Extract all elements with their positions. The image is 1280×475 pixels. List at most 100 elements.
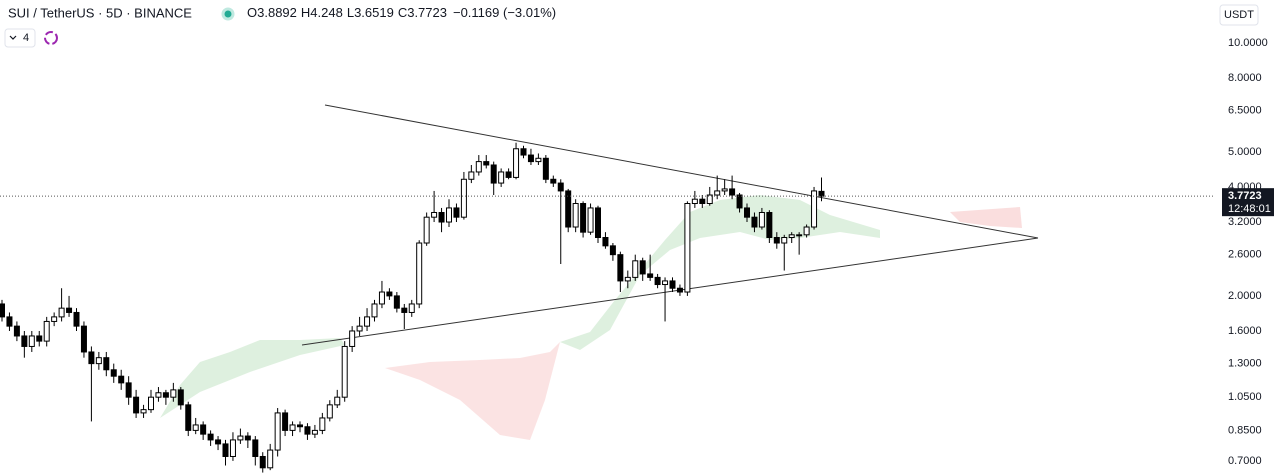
candle-body: [423, 216, 430, 244]
ohlc-legend: O3.8892 H4.248 L3.6519 C3.7723 −0.1169 (−3.0…: [247, 5, 556, 20]
value: 3.6519: [354, 5, 394, 20]
trendline: [324, 104, 1039, 239]
y-tick-label: 3.2000: [1228, 216, 1262, 228]
candle-body: [751, 216, 758, 228]
candle-body: [542, 157, 549, 180]
candle-body: [304, 426, 311, 435]
candle-body: [401, 307, 408, 313]
candle-body: [95, 357, 102, 365]
candle-body: [565, 190, 572, 228]
candle-body: [51, 316, 58, 322]
candle-body: [408, 303, 415, 313]
chart-title: SUI / TetherUS · 5D · BINANCE: [8, 5, 192, 20]
loading-icon: [44, 31, 58, 45]
candle-body: [170, 389, 177, 398]
candle-body: [297, 424, 303, 428]
candle-body: [468, 171, 475, 180]
candle-body: [639, 260, 646, 275]
candle-body: [0, 303, 5, 318]
candle-body: [386, 291, 393, 297]
label: O: [247, 5, 257, 20]
candle-body: [28, 335, 35, 347]
candle-body: [818, 190, 825, 197]
candle-body: [624, 276, 631, 282]
cloud-red: [950, 207, 1022, 228]
trendline: [301, 237, 1039, 346]
y-tick-label: 2.6000: [1228, 249, 1262, 261]
candle-body: [192, 424, 199, 431]
candle-body: [133, 396, 140, 414]
candle-body: [699, 198, 706, 205]
cloud-red: [385, 342, 560, 440]
candle-body: [319, 417, 326, 431]
candle-body: [215, 439, 222, 445]
candle-body: [535, 157, 542, 163]
candle-body: [311, 429, 318, 435]
candle-body: [162, 392, 169, 398]
indicator-toggle[interactable]: [4, 28, 36, 48]
label: L: [347, 5, 354, 20]
indicator-count: 4: [23, 32, 29, 44]
candle-body: [729, 188, 736, 196]
ichimoku-cloud: [160, 195, 1022, 440]
candle-body: [88, 351, 95, 365]
candle-body: [378, 291, 385, 305]
plot-area: [0, 142, 825, 473]
currency-button[interactable]: [1219, 4, 1259, 26]
candle-body: [714, 190, 721, 196]
candle-body: [788, 234, 795, 238]
candle-body: [550, 178, 557, 184]
candle-body: [669, 280, 676, 289]
currency: USDT: [1224, 9, 1254, 21]
cloud-green: [560, 195, 880, 350]
candle-body: [676, 287, 683, 293]
candle-body: [341, 345, 348, 398]
candle-body: [274, 412, 281, 451]
price-label: 3.7723: [1228, 190, 1262, 202]
y-tick-label: 10.0000: [1228, 37, 1268, 49]
candle-body: [490, 164, 497, 184]
candle-body: [647, 273, 654, 278]
candle-body: [781, 236, 788, 244]
chevron: [9, 35, 17, 40]
candle-body: [654, 276, 661, 286]
candle-body: [796, 234, 803, 237]
candle-body: [244, 435, 251, 441]
candle-body: [736, 194, 743, 209]
candle-body: [103, 357, 110, 371]
candle-body: [326, 404, 333, 419]
candle-body: [505, 171, 512, 178]
candle-body: [267, 449, 274, 469]
label: C: [398, 5, 407, 20]
candle-body: [371, 303, 378, 318]
change: −0.1169 (−3.01%): [453, 5, 556, 20]
candle-body: [58, 307, 65, 318]
candle-body: [237, 435, 244, 441]
candle-body: [766, 211, 773, 238]
candle-body: [36, 335, 43, 342]
candle-body: [758, 211, 765, 228]
candle-body: [125, 382, 132, 398]
candle-body: [513, 148, 520, 178]
cloud-green: [160, 338, 345, 418]
candle-body: [222, 443, 229, 457]
candle-body: [609, 245, 616, 256]
candle-body: [744, 207, 750, 218]
y-tick-label: 0.8500: [1228, 424, 1262, 436]
candle-body: [475, 161, 482, 173]
y-tick-label: 1.3000: [1228, 358, 1262, 370]
candle-body: [557, 182, 564, 192]
y-tick-label: 8.0000: [1228, 72, 1262, 84]
value: 3.7723: [407, 5, 447, 20]
candle-body: [13, 325, 20, 337]
y-tick-label: 6.5000: [1228, 105, 1262, 117]
y-tick-label: 2.0000: [1228, 290, 1262, 302]
candle-body: [148, 396, 154, 411]
candle-body: [177, 389, 184, 406]
candle-body: [252, 439, 259, 457]
y-tick-label: 1.6000: [1228, 325, 1262, 337]
candle-body: [73, 311, 80, 327]
candle-body: [229, 439, 236, 457]
candle-body: [602, 236, 609, 247]
